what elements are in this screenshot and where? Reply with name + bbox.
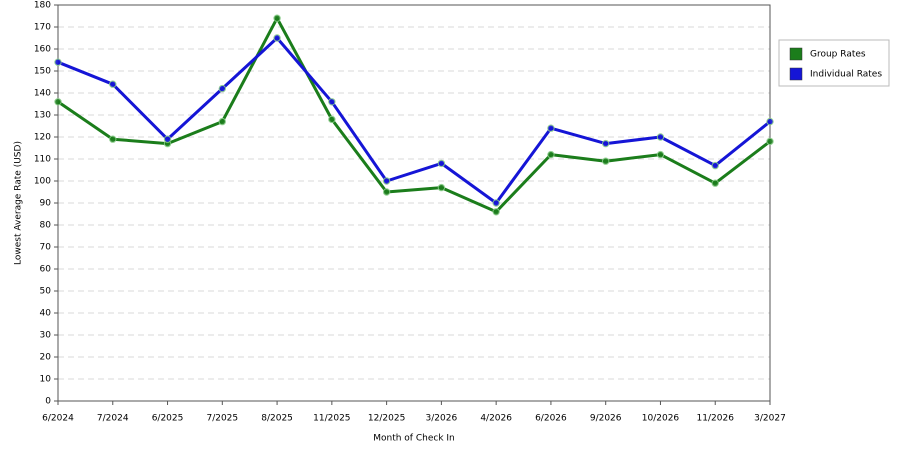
y-tick-label: 90 [40,199,52,209]
x-tick-label: 3/2027 [754,414,786,424]
y-tick-label: 140 [34,89,51,99]
data-point [601,139,610,148]
y-tick-label: 30 [40,331,52,341]
x-tick-label: 8/2025 [261,414,293,424]
data-point [492,208,500,216]
x-tick-label: 7/2025 [206,414,238,424]
data-point [163,135,172,143]
y-axis-label: Lowest Average Rate (USD) [14,141,24,265]
series-line [57,16,771,214]
plot-frame [57,4,771,402]
data-point [656,133,665,141]
y-tick-label: 160 [34,45,51,55]
series-line [57,36,771,205]
y-tick-label: 80 [40,221,52,231]
y-tick-label: 110 [34,155,51,165]
legend-label: Group Rates [810,50,866,60]
data-point [766,137,774,146]
data-point [273,34,281,42]
legend-label: Individual Rates [810,70,882,80]
data-point [656,150,665,159]
y-tick-label: 120 [34,133,51,143]
x-tick-label: 9/2026 [590,414,622,424]
data-point [273,14,281,22]
data-point [218,117,227,126]
data-point [547,124,555,132]
x-tick-label: 6/2025 [152,414,184,424]
y-tick-label: 60 [40,265,52,275]
data-point [711,161,719,170]
data-point [711,179,719,187]
data-point [492,199,500,207]
x-tick-label: 11/2025 [313,414,350,424]
x-tick-label: 6/2026 [535,414,567,424]
x-tick-label: 7/2024 [97,414,129,424]
legend-swatch [789,47,803,61]
x-tick-label: 10/2026 [642,414,680,424]
y-tick-label: 170 [34,23,51,33]
data-point [437,183,446,192]
data-point [109,80,117,88]
data-point [218,84,227,93]
data-point [54,98,62,106]
y-tick-label: 40 [40,309,52,319]
legend-swatch [789,67,803,81]
y-tick-label: 50 [40,287,52,297]
y-tick-label: 100 [34,177,51,187]
data-point [54,58,62,66]
x-tick-label: 12/2025 [368,414,405,424]
data-point [547,150,555,159]
x-tick-label: 4/2026 [480,414,512,424]
data-point [382,177,391,185]
y-tick-label: 20 [40,353,52,363]
y-tick-label: 180 [34,1,51,11]
data-point [766,117,774,126]
x-axis-label: Month of Check In [373,434,455,444]
data-point [437,159,446,168]
data-point [601,157,610,165]
x-tick-label: 6/2024 [42,414,74,424]
data-point [328,98,336,106]
x-tick-label: 11/2026 [697,414,735,424]
y-tick-label: 150 [34,67,51,77]
data-point [109,135,117,143]
y-tick-label: 10 [40,375,52,385]
y-tick-label: 0 [45,397,51,407]
data-point [328,115,336,124]
data-point [382,188,391,196]
y-tick-label: 70 [40,243,52,253]
y-tick-label: 130 [34,111,51,121]
x-tick-label: 3/2026 [426,414,458,424]
